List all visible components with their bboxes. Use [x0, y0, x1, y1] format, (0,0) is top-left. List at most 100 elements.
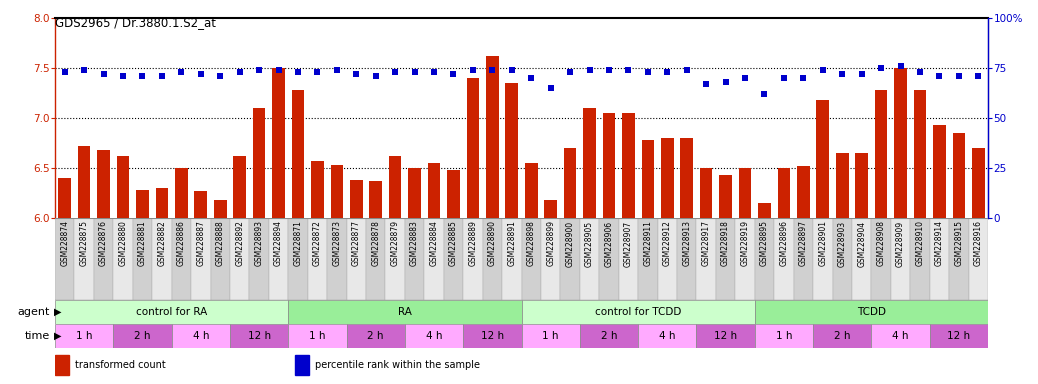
Text: GSM228894: GSM228894	[274, 220, 283, 266]
Bar	[55, 300, 289, 324]
Bar	[755, 300, 988, 324]
Bar	[230, 324, 289, 348]
Bar	[425, 218, 444, 300]
Text: RA: RA	[398, 307, 412, 317]
Text: ▶: ▶	[54, 307, 61, 317]
Bar	[696, 218, 716, 300]
Bar	[253, 108, 266, 218]
Bar	[719, 175, 732, 218]
Text: GSM228878: GSM228878	[372, 220, 380, 266]
Point	[756, 91, 772, 97]
Bar	[949, 218, 968, 300]
Text: GSM228914: GSM228914	[935, 220, 944, 266]
Bar	[311, 161, 324, 218]
Text: GSM228901: GSM228901	[818, 220, 827, 266]
Bar	[871, 324, 930, 348]
Bar	[113, 324, 171, 348]
Text: GSM228899: GSM228899	[546, 220, 555, 266]
Bar	[758, 203, 771, 218]
Bar	[696, 324, 755, 348]
Bar	[289, 218, 307, 300]
Bar	[55, 355, 70, 375]
Point	[484, 67, 500, 73]
Bar	[389, 156, 402, 218]
Text: 2 h: 2 h	[134, 331, 151, 341]
Bar	[794, 218, 813, 300]
Bar	[564, 148, 576, 218]
Text: GSM228875: GSM228875	[80, 220, 88, 266]
Bar	[502, 218, 521, 300]
Point	[931, 73, 948, 79]
Bar	[855, 153, 868, 218]
Point	[348, 71, 364, 77]
Point	[56, 69, 73, 75]
Text: GSM228889: GSM228889	[468, 220, 477, 266]
Bar	[295, 355, 309, 375]
Bar	[307, 218, 327, 300]
Bar	[755, 324, 813, 348]
Bar	[350, 180, 362, 218]
Point	[639, 69, 656, 75]
Bar	[428, 163, 440, 218]
Bar	[370, 181, 382, 218]
Text: GSM228916: GSM228916	[974, 220, 983, 266]
Bar	[871, 218, 891, 300]
Text: ▶: ▶	[54, 331, 61, 341]
Bar	[289, 300, 521, 324]
Text: GSM228911: GSM228911	[644, 220, 652, 266]
Text: 12 h: 12 h	[481, 331, 503, 341]
Point	[76, 67, 92, 73]
Text: transformed count: transformed count	[75, 360, 166, 370]
Bar	[93, 218, 113, 300]
Text: GSM228913: GSM228913	[682, 220, 691, 266]
Bar	[133, 218, 153, 300]
Point	[115, 73, 132, 79]
Point	[465, 67, 482, 73]
Bar	[272, 68, 284, 218]
Point	[426, 69, 442, 75]
Bar	[657, 218, 677, 300]
Point	[601, 67, 618, 73]
Point	[154, 73, 170, 79]
Point	[192, 71, 209, 77]
Text: GSM228903: GSM228903	[838, 220, 847, 266]
Bar	[405, 218, 425, 300]
Bar	[894, 68, 907, 218]
Text: 1 h: 1 h	[543, 331, 558, 341]
Bar	[289, 324, 347, 348]
Bar	[249, 218, 269, 300]
Point	[406, 69, 422, 75]
Bar	[603, 113, 616, 218]
Text: 1 h: 1 h	[775, 331, 792, 341]
Bar	[58, 178, 71, 218]
Bar	[580, 218, 599, 300]
Bar	[972, 148, 985, 218]
Bar	[230, 218, 249, 300]
Bar	[486, 56, 498, 218]
Bar	[852, 218, 871, 300]
Text: 12 h: 12 h	[948, 331, 971, 341]
Point	[251, 67, 268, 73]
Text: GSM228912: GSM228912	[663, 220, 672, 266]
Bar	[739, 168, 752, 218]
Bar	[525, 163, 538, 218]
Text: GSM228898: GSM228898	[526, 220, 536, 266]
Bar	[677, 218, 696, 300]
Bar	[619, 218, 638, 300]
Bar	[968, 218, 988, 300]
Bar	[875, 90, 887, 218]
Bar	[347, 324, 405, 348]
Point	[911, 69, 928, 75]
Bar	[408, 168, 421, 218]
Point	[698, 81, 714, 87]
Text: 4 h: 4 h	[893, 331, 909, 341]
Point	[795, 75, 812, 81]
Bar	[813, 324, 871, 348]
Bar	[891, 218, 910, 300]
Point	[445, 71, 462, 77]
Bar	[463, 218, 483, 300]
Point	[329, 67, 346, 73]
Text: GSM228919: GSM228919	[740, 220, 749, 266]
Text: 1 h: 1 h	[76, 331, 92, 341]
Point	[717, 79, 734, 85]
